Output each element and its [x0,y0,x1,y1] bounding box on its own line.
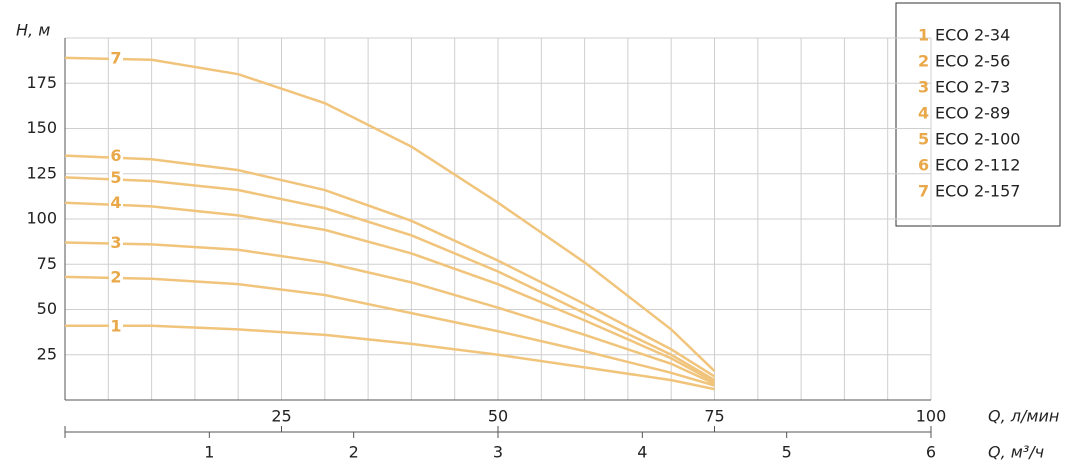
legend-label: ECO 2-100 [935,130,1020,149]
x2-tick-label: 1 [204,443,214,462]
x2-tick-label: 5 [782,443,792,462]
legend-label: ECO 2-112 [935,156,1020,175]
y-tick-label: 25 [37,344,57,363]
curve-label-bg [109,232,123,253]
legend-number: 2 [918,52,929,71]
series-line [64,201,716,383]
curve-label: 5 [110,168,121,187]
x2-tick-label: 4 [637,443,647,462]
curve-label-bg [109,315,123,336]
legend-number: 5 [918,130,929,149]
x2-axis-label: Q, м³/ч [988,443,1044,462]
x2-tick-label: 3 [493,443,503,462]
series-line [64,176,716,382]
series-line [64,56,716,372]
y-tick-label: 75 [37,254,57,273]
curve-label-bg [109,47,123,68]
legend-number: 6 [918,156,929,175]
curve-label: 4 [110,193,121,212]
x-axis-label: Q, л/мин [988,407,1059,426]
series-line [64,241,716,385]
series-line [65,324,715,391]
legend-label: ECO 2-34 [935,26,1010,45]
y-tick-label: 100 [26,209,57,228]
legend-box [895,2,1061,227]
y-axis-label: H, м [16,21,50,40]
y-tick-label: 50 [37,299,57,318]
x-tick-label: 100 [916,407,947,426]
x-tick-label: 25 [271,407,291,426]
curve-label: 1 [110,316,121,335]
curve-label-bg [109,167,123,188]
curve-label: 2 [110,267,121,286]
y-tick-label: 175 [26,73,57,92]
y-tick-label: 150 [26,118,57,137]
y-tick-label: 125 [26,163,57,182]
legend-label: ECO 2-89 [935,104,1010,123]
legend-label: ECO 2-73 [935,78,1010,97]
series-line [64,275,715,387]
x2-tick-label: 2 [349,443,359,462]
legend-label: ECO 2-157 [935,182,1020,201]
x-tick-label: 75 [704,407,724,426]
curve-label: 7 [110,48,121,67]
x2-tick-label: 6 [926,443,936,462]
curve-label-bg [109,192,123,213]
legend-number: 1 [918,26,929,45]
x-tick-label: 50 [488,407,508,426]
curve-label-bg [109,145,123,166]
legend-number: 4 [918,104,929,123]
series-line [64,154,716,378]
curve-label: 3 [110,233,121,252]
legend-number: 3 [918,78,929,97]
legend-label: ECO 2-56 [935,52,1010,71]
legend-number: 7 [918,182,929,201]
curve-label: 6 [110,146,121,165]
curve-label-bg [109,266,123,287]
